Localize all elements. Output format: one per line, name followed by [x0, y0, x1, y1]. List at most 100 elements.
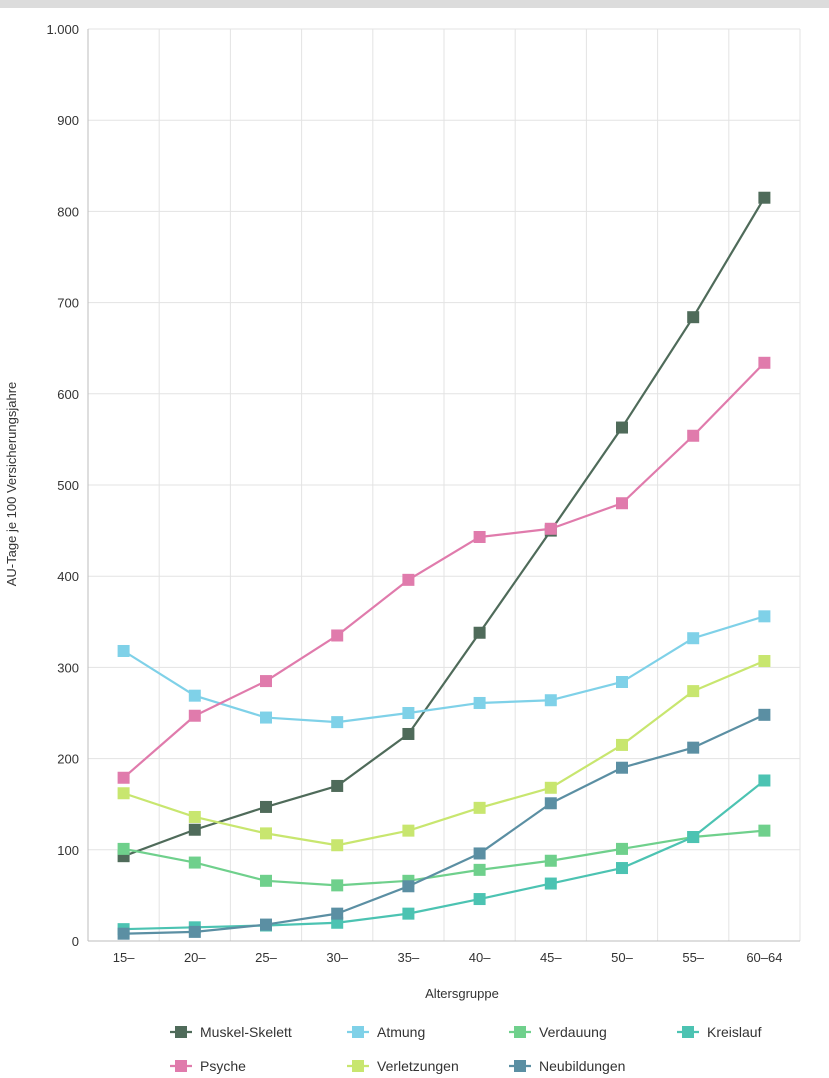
data-point-marker: [616, 761, 628, 774]
y-tick-label: 900: [57, 113, 79, 128]
data-point-marker: [758, 610, 771, 623]
data-point-marker: [402, 880, 415, 893]
legend-item[interactable]: Psyche: [170, 1058, 246, 1074]
legend-swatch-marker: [352, 1026, 364, 1038]
data-point-marker: [758, 824, 771, 837]
data-point-marker: [117, 927, 130, 940]
data-point-marker: [188, 689, 201, 702]
data-point-marker: [402, 573, 415, 586]
legend-item[interactable]: Verletzungen: [347, 1058, 459, 1074]
x-tick-label: 50–: [611, 950, 633, 965]
data-point-marker: [117, 771, 130, 784]
series-muskel-skelett: [117, 191, 771, 863]
series-verletzungen: [117, 655, 771, 852]
data-point-marker: [402, 727, 415, 740]
y-axis-title: AU-Tage je 100 Versicherungsjahre: [4, 382, 19, 587]
series-neubildungen: [117, 708, 771, 940]
series-psyche: [117, 356, 771, 784]
data-point-marker: [544, 877, 557, 890]
data-point-marker: [188, 925, 201, 938]
x-tick-label: 20–: [184, 950, 206, 965]
data-point-marker: [188, 709, 201, 722]
series-line: [122, 362, 766, 779]
x-tick-label: 35–: [398, 950, 420, 965]
data-point-marker: [331, 716, 344, 729]
y-tick-label: 500: [57, 478, 79, 493]
legend-swatch-marker: [514, 1060, 526, 1072]
data-point-marker: [402, 824, 415, 837]
data-point-marker: [473, 847, 486, 860]
data-point-marker: [260, 874, 272, 887]
data-point-marker: [616, 842, 628, 855]
data-point-marker: [544, 781, 557, 794]
data-point-marker: [544, 694, 557, 707]
data-point-marker: [687, 632, 700, 645]
legend-label: Atmung: [377, 1024, 425, 1040]
x-tick-label: 40–: [469, 950, 491, 965]
data-point-marker: [260, 800, 272, 813]
data-point-marker: [758, 774, 771, 787]
data-point-marker: [117, 787, 130, 800]
x-tick-label: 30–: [326, 950, 348, 965]
x-tick-label: 25–: [255, 950, 277, 965]
y-tick-label: 700: [57, 296, 79, 311]
data-point-marker: [687, 831, 700, 844]
y-axis-ticks: 0 100 200 300 400 500 600 700 800 900 1.000: [46, 22, 79, 949]
series-kreislauf: [117, 774, 771, 936]
y-tick-label: 0: [72, 934, 79, 949]
legend-item[interactable]: Muskel-Skelett: [170, 1024, 292, 1040]
legend-item[interactable]: Atmung: [347, 1024, 425, 1040]
data-point-marker: [616, 675, 628, 688]
x-axis-ticks: 15– 20– 25– 30– 35– 40– 45– 50– 55– 60–64: [113, 950, 783, 965]
legend-swatch-marker: [175, 1026, 187, 1038]
data-point-marker: [544, 854, 557, 867]
series-line: [123, 779, 766, 931]
data-point-marker: [260, 918, 272, 931]
data-point-marker: [402, 907, 415, 920]
series-line: [123, 713, 765, 935]
legend-swatch-marker: [175, 1060, 187, 1072]
top-divider-bar: [0, 0, 829, 8]
x-tick-label: 60–64: [746, 950, 782, 965]
data-point-marker: [331, 879, 344, 892]
legend-item[interactable]: Neubildungen: [509, 1058, 625, 1074]
y-tick-label: 100: [57, 843, 79, 858]
data-point-marker: [331, 779, 344, 792]
data-point-marker: [544, 797, 557, 810]
data-point-marker: [117, 842, 130, 855]
y-tick-label: 800: [57, 204, 79, 219]
data-point-marker: [687, 685, 700, 698]
data-point-marker: [758, 655, 771, 668]
legend-swatch-marker: [352, 1060, 364, 1072]
y-tick-label: 300: [57, 660, 79, 675]
legend-item[interactable]: Kreislauf: [677, 1024, 762, 1040]
data-point-marker: [473, 893, 486, 906]
data-point-marker: [687, 741, 700, 754]
data-point-marker: [260, 711, 272, 724]
y-tick-label: 1.000: [46, 22, 79, 37]
data-point-marker: [473, 696, 486, 709]
legend-item[interactable]: Verdauung: [509, 1024, 607, 1040]
legend-label: Kreislauf: [707, 1024, 762, 1040]
legend-label: Neubildungen: [539, 1058, 625, 1074]
y-tick-label: 400: [57, 569, 79, 584]
y-tick-label: 600: [57, 387, 79, 402]
legend-label: Verdauung: [539, 1024, 607, 1040]
data-point-marker: [687, 311, 700, 324]
x-tick-label: 15–: [113, 950, 135, 965]
data-point-marker: [616, 421, 628, 434]
legend-swatch-marker: [682, 1026, 694, 1038]
data-point-marker: [188, 810, 201, 823]
data-point-marker: [473, 626, 486, 639]
y-tick-label: 200: [57, 752, 79, 767]
x-axis-title: Altersgruppe: [425, 986, 499, 1001]
data-point-marker: [544, 522, 557, 535]
data-point-marker: [758, 191, 771, 204]
data-point-marker: [188, 823, 201, 836]
data-point-marker: [188, 856, 201, 869]
data-point-marker: [473, 801, 486, 814]
data-point-marker: [402, 707, 415, 719]
data-point-marker: [616, 862, 628, 875]
data-point-marker: [331, 839, 344, 852]
